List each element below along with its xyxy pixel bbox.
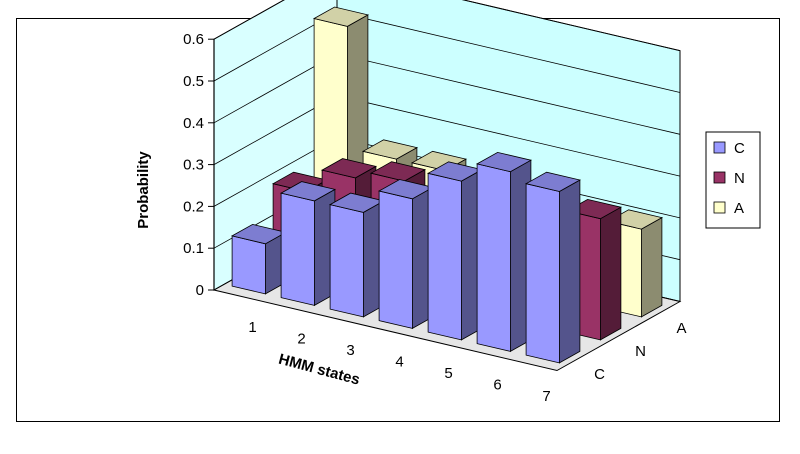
x-tick-label: 4 [395, 353, 403, 370]
bar-C-1 [231, 223, 287, 295]
legend-swatch [713, 201, 726, 214]
bar-side [641, 216, 663, 318]
y-tick-label: 0.4 [183, 115, 204, 132]
x-tick-labels: 1 2 3 4 5 6 7 [248, 319, 550, 405]
depth-tick-label: C [594, 366, 605, 383]
bar-front [329, 204, 364, 318]
bar-C-5 [427, 161, 483, 341]
depth-tick-label: A [676, 320, 686, 337]
y-tick-labels: 0 0.1 0.2 0.3 0.4 0.5 0.6 [183, 31, 204, 299]
y-tick-label: 0.6 [183, 31, 204, 48]
legend: CNA [705, 131, 761, 229]
x-tick-label: 1 [248, 319, 256, 336]
bar-C-7 [525, 171, 581, 364]
bar-front [476, 163, 511, 352]
legend-label: A [734, 200, 744, 217]
bar-top [370, 161, 426, 182]
bars [231, 6, 663, 364]
x-tick-label: 2 [297, 330, 305, 347]
bar-top [280, 181, 336, 202]
bar-front [231, 235, 266, 295]
bar-front [525, 183, 560, 364]
bar-front [427, 172, 462, 341]
bar-top [476, 151, 532, 173]
y-tick-label: 0 [196, 282, 204, 299]
legend-swatch [713, 171, 726, 184]
x-tick-label: 7 [542, 388, 550, 405]
depth-tick-label: N [635, 343, 646, 360]
bar-top [362, 139, 418, 160]
bar-side [600, 206, 622, 341]
bar-C-3 [329, 192, 385, 318]
y-tick-label: 0.1 [183, 240, 204, 257]
bar-top [321, 158, 377, 179]
y-tick-label: 0.3 [183, 157, 204, 174]
legend-label: N [734, 170, 745, 187]
bar-top [525, 171, 581, 192]
x-tick-label: 5 [444, 365, 452, 382]
y-tick-label: 0.2 [183, 198, 204, 215]
bar-top [566, 198, 622, 220]
bar-top [313, 6, 369, 27]
depth-tick-labels: C N A [594, 320, 686, 383]
bar-C-2 [280, 181, 336, 307]
bar-front [378, 190, 413, 329]
legend-swatch [713, 141, 726, 154]
bar-C-4 [378, 179, 434, 330]
y-tick-label: 0.5 [183, 73, 204, 90]
y-axis-title: Probability [135, 151, 152, 229]
legend-label: C [734, 140, 745, 157]
x-tick-label: 3 [346, 342, 354, 359]
gridline [213, 0, 681, 52]
bar-top [607, 209, 663, 230]
bar-front [280, 192, 315, 306]
bar-side [559, 179, 581, 364]
bar-C-6 [476, 151, 532, 353]
x-tick-label: 6 [493, 376, 501, 393]
